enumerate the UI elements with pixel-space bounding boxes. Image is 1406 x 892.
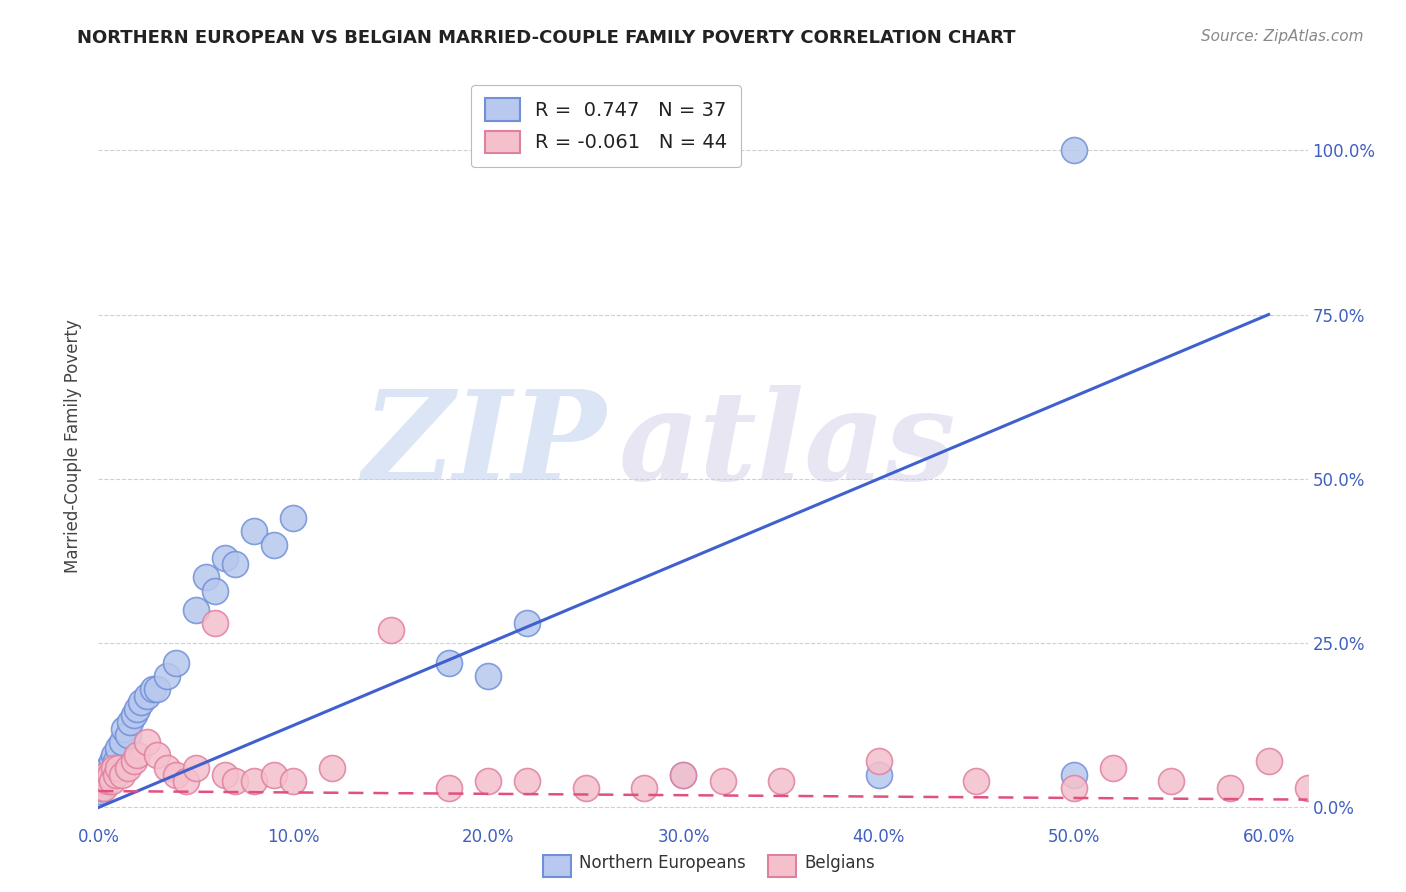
Point xyxy=(1296,780,1319,795)
FancyBboxPatch shape xyxy=(543,855,571,878)
Point xyxy=(127,747,149,762)
Point xyxy=(184,603,207,617)
Point xyxy=(122,708,145,723)
Point xyxy=(89,784,111,798)
Point xyxy=(127,702,149,716)
Point xyxy=(321,761,343,775)
Point xyxy=(107,761,129,775)
Point xyxy=(184,761,207,775)
Text: atlas: atlas xyxy=(619,385,956,507)
Point xyxy=(516,616,538,631)
Point xyxy=(107,741,129,756)
Point xyxy=(104,755,127,769)
Point xyxy=(263,767,285,781)
Point xyxy=(283,511,305,525)
Point xyxy=(1219,780,1241,795)
Point xyxy=(91,774,114,789)
Point xyxy=(672,767,695,781)
Point xyxy=(136,735,159,749)
Point xyxy=(243,524,266,539)
Point xyxy=(91,780,114,795)
Point xyxy=(89,780,111,795)
Point xyxy=(112,722,135,736)
Point xyxy=(103,747,125,762)
Point xyxy=(165,767,187,781)
Point xyxy=(243,774,266,789)
Point xyxy=(1063,143,1085,157)
Point xyxy=(122,755,145,769)
Point xyxy=(868,767,890,781)
Point xyxy=(214,550,236,565)
Text: ZIP: ZIP xyxy=(363,385,606,507)
Point xyxy=(965,774,987,789)
Text: NORTHERN EUROPEAN VS BELGIAN MARRIED-COUPLE FAMILY POVERTY CORRELATION CHART: NORTHERN EUROPEAN VS BELGIAN MARRIED-COU… xyxy=(77,29,1015,46)
Point xyxy=(380,623,402,637)
Point xyxy=(1160,774,1182,789)
Point xyxy=(96,767,118,781)
Point xyxy=(214,767,236,781)
Point xyxy=(224,558,246,572)
Y-axis label: Married-Couple Family Poverty: Married-Couple Family Poverty xyxy=(65,319,83,573)
Point xyxy=(118,714,141,729)
Point xyxy=(93,774,115,789)
Point xyxy=(165,656,187,670)
Point xyxy=(96,767,118,781)
Point xyxy=(93,780,115,795)
Point xyxy=(156,669,179,683)
Point xyxy=(97,761,120,775)
Point xyxy=(633,780,655,795)
Point xyxy=(194,570,217,584)
Point xyxy=(224,774,246,789)
Point xyxy=(142,682,165,697)
Point xyxy=(204,583,226,598)
Point xyxy=(283,774,305,789)
Point xyxy=(117,728,139,742)
Point xyxy=(104,767,127,781)
Text: Belgians: Belgians xyxy=(804,854,875,871)
Point xyxy=(117,761,139,775)
Point xyxy=(575,780,598,795)
Point xyxy=(1257,755,1279,769)
Point xyxy=(477,774,499,789)
Point xyxy=(516,774,538,789)
Point xyxy=(98,767,121,781)
Point xyxy=(439,780,461,795)
Point xyxy=(174,774,197,789)
Point xyxy=(98,767,121,781)
Text: Northern Europeans: Northern Europeans xyxy=(579,854,747,871)
Point xyxy=(111,767,134,781)
Point xyxy=(477,669,499,683)
Point xyxy=(868,755,890,769)
Point xyxy=(1101,761,1123,775)
Point xyxy=(263,538,285,552)
Point xyxy=(711,774,734,789)
Point xyxy=(769,774,792,789)
Point xyxy=(146,682,169,697)
Point xyxy=(1063,767,1085,781)
Point xyxy=(146,747,169,762)
Point xyxy=(439,656,461,670)
Point xyxy=(103,761,125,775)
Point xyxy=(97,774,120,789)
Point xyxy=(1063,780,1085,795)
Point xyxy=(101,755,124,769)
Point xyxy=(101,774,124,789)
Point xyxy=(136,689,159,703)
Text: Source: ZipAtlas.com: Source: ZipAtlas.com xyxy=(1201,29,1364,44)
Point xyxy=(204,616,226,631)
FancyBboxPatch shape xyxy=(768,855,796,878)
Point xyxy=(131,695,153,709)
Point xyxy=(672,767,695,781)
Point xyxy=(111,735,134,749)
Legend: R =  0.747   N = 37, R = -0.061   N = 44: R = 0.747 N = 37, R = -0.061 N = 44 xyxy=(471,85,741,167)
Point xyxy=(156,761,179,775)
